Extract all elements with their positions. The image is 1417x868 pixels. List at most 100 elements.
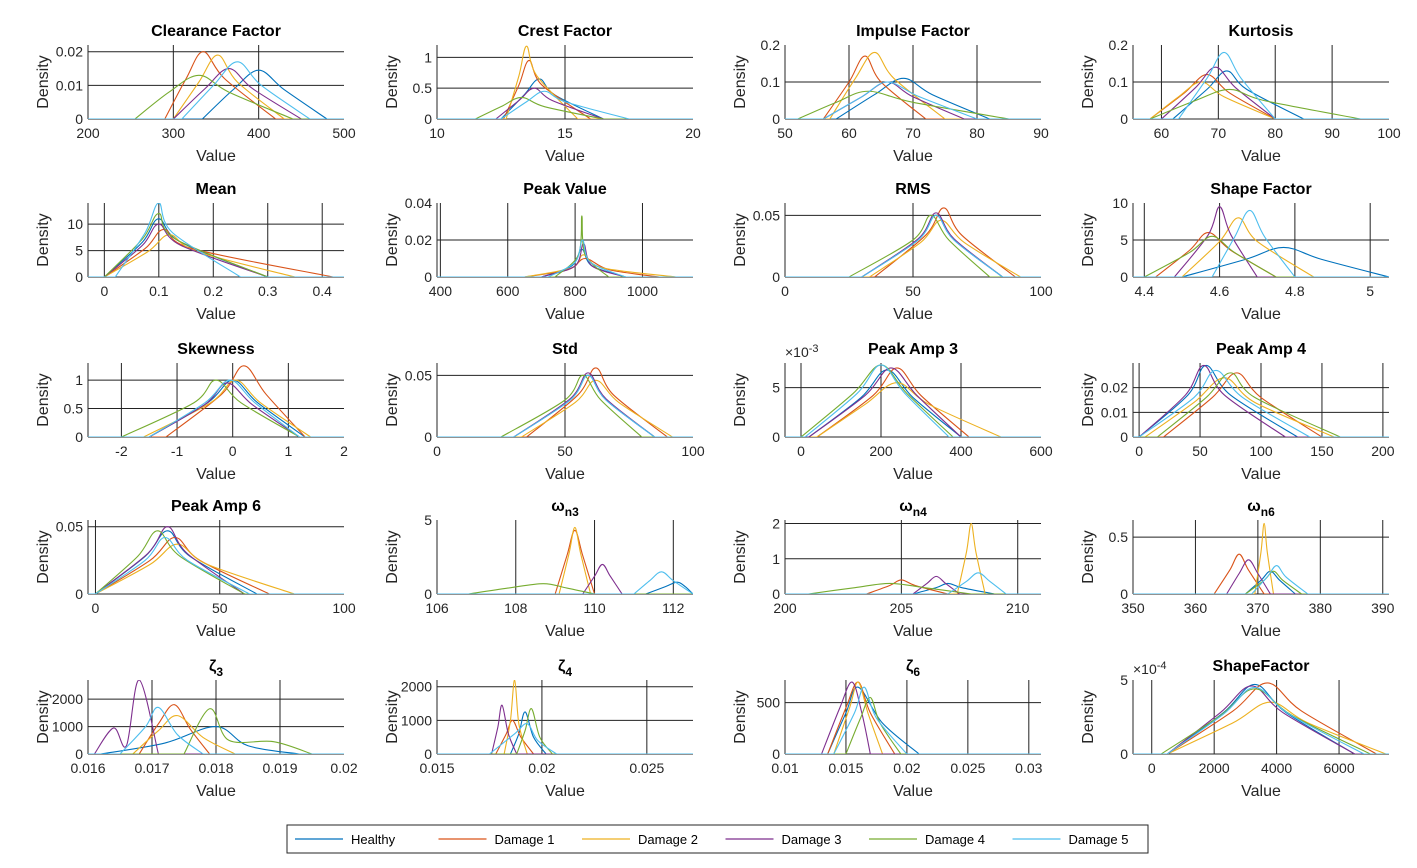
x-tick-label: 370 (1246, 600, 1270, 616)
density-curve-damage-5 (88, 203, 344, 277)
x-tick-label: 210 (1006, 600, 1030, 616)
legend-label: Healthy (351, 832, 396, 847)
density-curve-healthy (1133, 364, 1389, 437)
y-tick-label: 5 (1120, 672, 1128, 688)
y-axis-label: Density (1080, 55, 1097, 108)
x-axis-label: Value (893, 306, 933, 323)
density-curve-damage-5 (88, 536, 344, 594)
x-tick-label: 200 (1371, 443, 1395, 459)
subplot-title: ζ6 (906, 658, 920, 679)
y-axis-label: Density (732, 530, 749, 583)
x-tick-label: 4.4 (1135, 283, 1155, 299)
x-tick-label: 50 (212, 600, 228, 616)
y-axis-label: Density (1080, 213, 1097, 266)
x-tick-label: 600 (496, 283, 520, 299)
density-curve-damage-4 (88, 379, 344, 437)
x-tick-label: 380 (1309, 600, 1333, 616)
x-tick-label: 150 (1310, 443, 1334, 459)
subplot-title: ωn6 (1247, 498, 1275, 519)
density-curve-damage-4 (437, 708, 693, 754)
density-curve-damage-5 (437, 239, 693, 277)
x-tick-label: 70 (905, 125, 921, 141)
x-tick-label: 390 (1371, 600, 1395, 616)
y-axis-label: Density (732, 373, 749, 426)
legend-item: Damage 1 (438, 832, 554, 847)
x-tick-label: 300 (162, 125, 186, 141)
x-tick-label: 0.015 (419, 760, 454, 776)
y-tick-label: 0 (1120, 746, 1128, 762)
x-axis-label: Value (1241, 783, 1281, 800)
subplot-3: 50 60 70 80 90 0 0.1 0.2 Impulse Factor Value Dens… (732, 23, 1049, 165)
subplot-8: 4.4 4.6 4.8 5 0 5 10 Shape Factor Value Density (1080, 181, 1389, 323)
y-tick-label: 0 (1120, 111, 1128, 127)
density-curve-damage-1 (1133, 74, 1389, 119)
x-tick-label: 200 (869, 443, 893, 459)
density-curve-damage-1 (437, 367, 693, 437)
series-group (437, 215, 693, 277)
subplot-9: -2 -1 0 1 2 0 0.5 1 Skewness Value Density (35, 341, 348, 483)
x-tick-label: 500 (332, 125, 356, 141)
series-group (88, 526, 344, 594)
series-group (1133, 206, 1389, 277)
series-group (1133, 522, 1389, 594)
x-tick-label: 50 (905, 283, 921, 299)
subplot-title: Peak Amp 3 (868, 341, 958, 358)
density-curve-damage-1 (785, 681, 1041, 754)
subplot-13: 0 50 100 0 0.05 Peak Amp 6 Value Density (35, 498, 356, 640)
subplot-title: Shape Factor (1210, 181, 1311, 198)
density-curve-damage-4 (1133, 235, 1389, 277)
y-tick-label: 1 (424, 49, 432, 65)
density-curve-damage-4 (437, 96, 693, 119)
density-curve-damage-1 (88, 228, 344, 277)
density-curve-damage-2 (437, 526, 693, 594)
x-tick-label: 0.016 (70, 760, 105, 776)
y-tick-label: 0.05 (405, 367, 432, 383)
y-axis-label: Density (35, 213, 52, 266)
density-curve-damage-2 (437, 379, 693, 437)
x-axis-label: Value (893, 783, 933, 800)
x-tick-label: 100 (1377, 125, 1401, 141)
density-curve-damage-1 (785, 55, 1041, 119)
x-tick-label: 0.02 (893, 760, 920, 776)
x-tick-label: 0.03 (1015, 760, 1042, 776)
x-tick-label: 800 (563, 283, 587, 299)
density-curve-damage-3 (1133, 685, 1389, 754)
density-curve-damage-1 (437, 529, 693, 594)
y-tick-label: 0 (1120, 269, 1128, 285)
y-tick-label: 5 (1120, 232, 1128, 248)
density-curve-damage-5 (1133, 369, 1389, 437)
x-axis-label: Value (196, 148, 236, 165)
x-axis-label: Value (1241, 623, 1281, 640)
density-curve-damage-4 (785, 696, 1041, 754)
x-tick-label: 112 (662, 600, 685, 616)
x-tick-label: 100 (681, 443, 705, 459)
density-curve-damage-2 (437, 680, 693, 754)
y-tick-label: 5 (75, 243, 83, 259)
density-curve-damage-1 (88, 51, 344, 119)
x-tick-label: 10 (429, 125, 445, 141)
density-curve-damage-4 (88, 530, 344, 594)
y-tick-label: 0 (75, 586, 83, 602)
density-curve-damage-5 (437, 374, 693, 437)
y-tick-label: 0.05 (753, 207, 780, 223)
y-axis-label: Density (384, 530, 401, 583)
y-tick-label: 0.04 (405, 195, 432, 211)
density-curve-healthy (785, 77, 1041, 119)
y-tick-label: 0.1 (761, 74, 781, 90)
y-tick-label: 10 (67, 216, 83, 232)
x-tick-label: 80 (969, 125, 985, 141)
density-curve-damage-5 (1133, 51, 1389, 119)
legend: Healthy Damage 1 Damage 2 Damage 3 Damage 4 D… (286, 824, 1149, 854)
x-tick-label: 15 (557, 125, 573, 141)
subplot-11: 0 200 400 600 0 5 ×10-3 Peak Amp 3 Value Density (732, 341, 1053, 483)
x-tick-label: 0 (100, 283, 108, 299)
subplot-title: Skewness (177, 341, 254, 358)
x-tick-label: 110 (583, 600, 606, 616)
density-curve-damage-3 (785, 367, 1041, 437)
y-tick-label: 0.2 (1109, 37, 1129, 53)
y-axis-label: Density (384, 55, 401, 108)
subplot-2: 10 15 20 0 0.5 1 Crest Factor Value Density (384, 23, 701, 165)
density-curve-healthy (785, 582, 1041, 594)
density-curve-damage-5 (1133, 209, 1389, 277)
density-curve-damage-2 (437, 254, 693, 277)
